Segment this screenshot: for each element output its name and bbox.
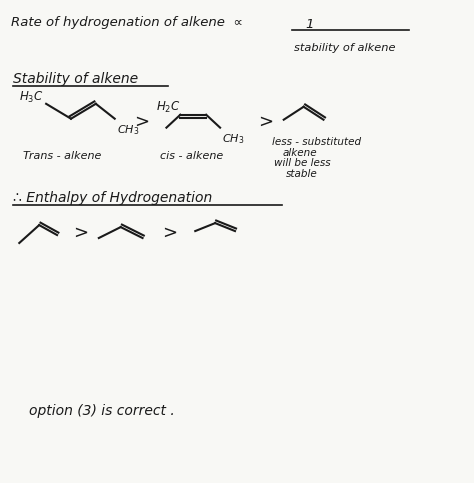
Text: >: >	[163, 224, 178, 242]
Text: cis - alkene: cis - alkene	[161, 151, 224, 160]
Text: $CH_3$: $CH_3$	[117, 124, 139, 138]
Text: ∴ Enthalpy of Hydrogenation: ∴ Enthalpy of Hydrogenation	[13, 191, 212, 205]
Text: $H_3C$: $H_3C$	[19, 90, 44, 105]
Text: >: >	[134, 113, 149, 131]
Text: will be less: will be less	[274, 158, 330, 169]
Text: option (3) is correct .: option (3) is correct .	[29, 404, 175, 418]
Text: Trans - alkene: Trans - alkene	[23, 151, 101, 160]
Text: less - substituted: less - substituted	[272, 137, 361, 147]
Text: >: >	[73, 224, 88, 242]
Text: alkene: alkene	[283, 147, 318, 157]
Text: Stability of alkene: Stability of alkene	[13, 72, 138, 86]
Text: $H_2C$: $H_2C$	[156, 100, 181, 115]
Text: stability of alkene: stability of alkene	[294, 43, 395, 53]
Text: >: >	[258, 113, 273, 131]
Text: 1: 1	[305, 18, 314, 31]
Text: $CH_3$: $CH_3$	[222, 133, 245, 146]
Text: stable: stable	[286, 170, 318, 179]
Text: Rate of hydrogenation of alkene  ∝: Rate of hydrogenation of alkene ∝	[11, 16, 252, 29]
